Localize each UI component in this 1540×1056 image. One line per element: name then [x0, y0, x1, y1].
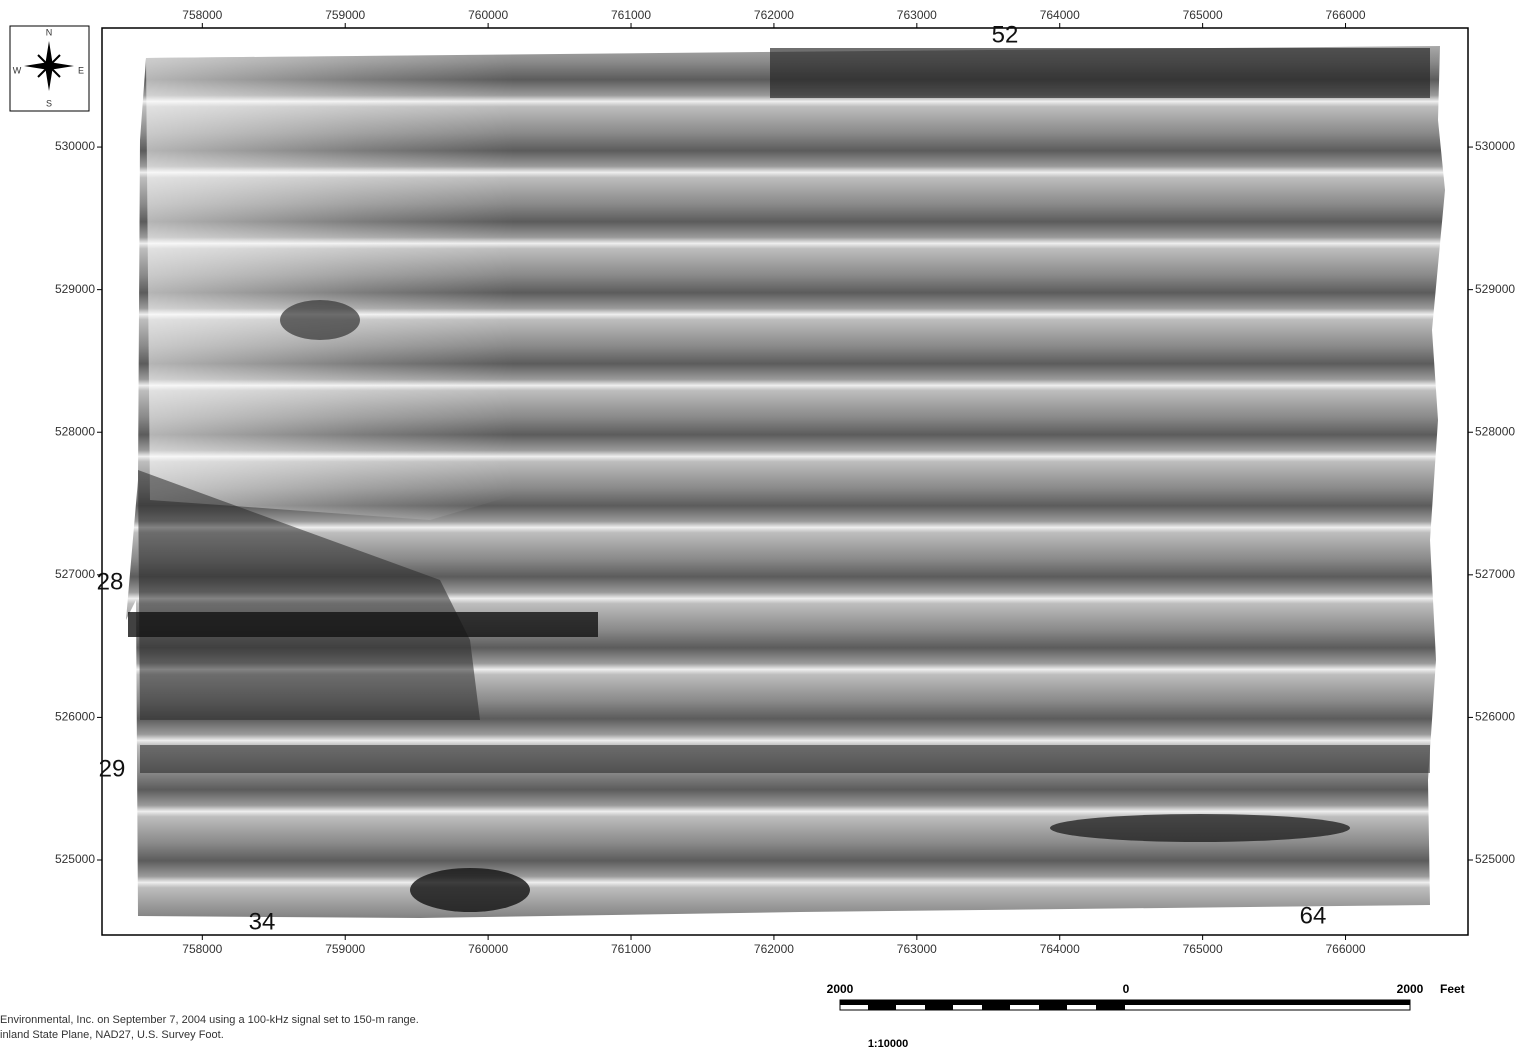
y-tick-label: 529000 [55, 282, 95, 296]
y-tick-label: 525000 [1475, 852, 1515, 866]
x-tick-label: 766000 [1326, 8, 1366, 22]
scale-segment [982, 1005, 1010, 1010]
scale-label: 0 [1123, 982, 1130, 996]
x-tick-label: 761000 [611, 942, 651, 956]
dark-area [128, 612, 598, 637]
dark-area [140, 745, 1430, 773]
x-tick-label: 758000 [182, 8, 222, 22]
x-tick-label: 764000 [1040, 8, 1080, 22]
scale-segment [840, 1000, 1125, 1005]
compass-s: S [46, 98, 52, 108]
scale-ratio: 1:10000 [868, 1038, 908, 1050]
x-tick-label: 762000 [754, 8, 794, 22]
dark-area [410, 868, 530, 912]
x-tick-label: 766000 [1326, 942, 1366, 956]
compass-e: E [78, 65, 84, 75]
y-tick-label: 530000 [1475, 139, 1515, 153]
dark-area [280, 300, 360, 340]
y-tick-label: 529000 [1475, 282, 1515, 296]
scale-unit: Feet [1440, 982, 1465, 996]
background-label: 29 [99, 755, 126, 782]
scale-segment [868, 1005, 896, 1010]
x-tick-label: 762000 [754, 942, 794, 956]
map: N S E W 2000 0 2000 Feet 1:10000 Environ… [0, 0, 1540, 1056]
scale-bar: 2000 0 2000 Feet 1:10000 [827, 982, 1465, 1050]
y-tick-label: 527000 [55, 567, 95, 581]
y-tick-label: 530000 [55, 139, 95, 153]
sonar-mosaic [126, 46, 1445, 918]
x-tick-label: 763000 [897, 942, 937, 956]
y-tick-label: 528000 [55, 424, 95, 438]
x-tick-label: 763000 [897, 8, 937, 22]
background-label: 28 [97, 568, 124, 595]
scale-segment [1039, 1005, 1067, 1010]
scale-label: 2000 [1397, 982, 1424, 996]
background-label: 52 [992, 21, 1019, 48]
y-tick-label: 528000 [1475, 424, 1515, 438]
compass-w: W [13, 65, 22, 75]
x-tick-label: 758000 [182, 942, 222, 956]
x-tick-label: 759000 [325, 942, 365, 956]
x-tick-label: 764000 [1040, 942, 1080, 956]
y-tick-label: 527000 [1475, 567, 1515, 581]
background-label: 34 [249, 908, 276, 935]
y-tick-label: 526000 [55, 710, 95, 724]
x-tick-label: 759000 [325, 8, 365, 22]
x-tick-label: 760000 [468, 942, 508, 956]
y-tick-label: 526000 [1475, 710, 1515, 724]
caption: inland State Plane, NAD27, U.S. Survey F… [0, 1029, 224, 1041]
scale-segment [1125, 1000, 1410, 1005]
x-tick-label: 761000 [611, 8, 651, 22]
y-tick-label: 525000 [55, 852, 95, 866]
x-tick-label: 765000 [1183, 942, 1223, 956]
caption: Environmental, Inc. on September 7, 2004… [0, 1014, 419, 1026]
dark-area [770, 48, 1430, 98]
scale-segment [925, 1005, 953, 1010]
background-label: 64 [1300, 902, 1327, 929]
dark-area [1050, 814, 1350, 842]
scale-label: 2000 [827, 982, 854, 996]
compass-n: N [46, 27, 53, 37]
compass: N S E W [10, 26, 89, 111]
scale-segment [1096, 1005, 1125, 1010]
x-tick-label: 765000 [1183, 8, 1223, 22]
x-tick-label: 760000 [468, 8, 508, 22]
